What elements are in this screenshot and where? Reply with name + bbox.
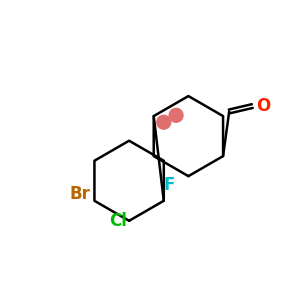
Text: Br: Br [70,185,91,203]
Text: Cl: Cl [110,212,127,230]
Text: F: F [164,176,175,194]
Text: O: O [256,97,270,115]
Circle shape [157,115,171,129]
Circle shape [169,108,183,122]
